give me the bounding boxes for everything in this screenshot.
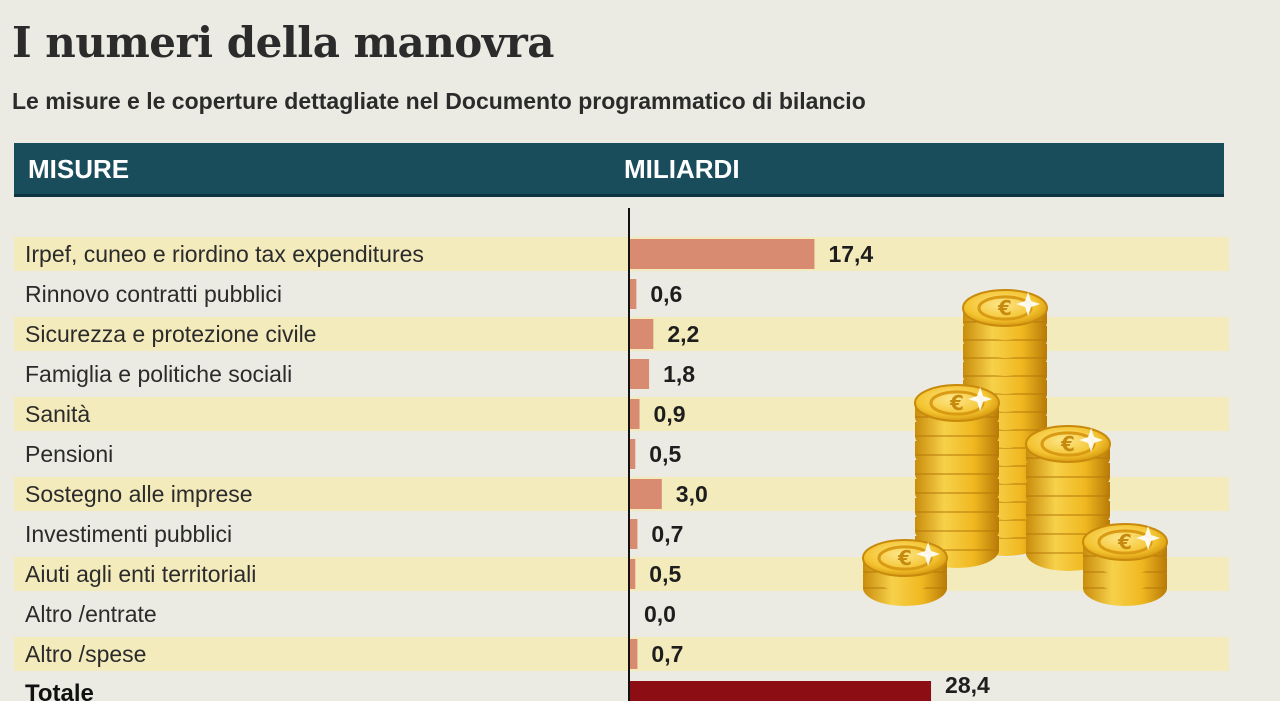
value-labels: 17,4 0,6 2,2 1,8 0,9 0,5 3,0 0,7 0,5 0,0 0,7 28,4	[644, 241, 990, 698]
value-label: 0,7	[651, 521, 683, 547]
bar	[630, 479, 662, 509]
svg-text:€: €	[1117, 530, 1132, 554]
svg-text:€: €	[897, 546, 912, 570]
svg-text:€: €	[997, 296, 1012, 320]
total-label: Totale	[25, 680, 94, 701]
category-label: Pensioni	[25, 441, 113, 467]
category-label: Sostegno alle imprese	[25, 481, 253, 507]
value-label: 3,0	[676, 481, 708, 507]
row-stripe	[14, 557, 1229, 591]
category-label: Sicurezza e protezione civile	[25, 321, 316, 347]
row-stripe	[14, 637, 1229, 671]
category-label: Rinnovo contratti pubblici	[25, 281, 282, 307]
value-label: 2,2	[667, 321, 699, 347]
svg-text:€: €	[1060, 432, 1075, 456]
row-stripes	[14, 237, 1229, 671]
bar	[630, 559, 636, 589]
column-header-billions: MILIARDI	[624, 154, 740, 184]
page-title: I numeri della manovra	[12, 18, 555, 67]
category-label: Altro /entrate	[25, 601, 157, 627]
category-label: Famiglia e politiche sociali	[25, 361, 292, 387]
bar	[630, 279, 637, 309]
category-label: Investimenti pubblici	[25, 521, 232, 547]
column-header-measures: MISURE	[28, 154, 130, 184]
bar	[630, 319, 654, 349]
value-label: 0,5	[649, 561, 681, 587]
gold-coins-stack-icon: € € € € €	[862, 289, 1168, 606]
bar	[630, 639, 638, 669]
value-label: 0,0	[644, 601, 676, 627]
category-label: Altro /spese	[25, 641, 146, 667]
value-label: 0,9	[654, 401, 686, 427]
category-label: Aiuti agli enti territoriali	[25, 561, 256, 587]
total-bar	[630, 681, 932, 701]
total-value-label: 28,4	[945, 672, 990, 698]
bar	[630, 439, 636, 469]
value-label: 17,4	[828, 241, 873, 267]
value-label: 1,8	[663, 361, 695, 387]
value-label: 0,6	[650, 281, 682, 307]
category-label: Sanità	[25, 401, 90, 427]
bar	[630, 519, 638, 549]
svg-text:€: €	[949, 391, 964, 415]
bars	[630, 239, 932, 701]
bar	[630, 359, 650, 389]
value-label: 0,7	[651, 641, 683, 667]
bar	[630, 399, 640, 429]
category-labels: Irpef, cuneo e riordino tax expenditures…	[25, 241, 424, 701]
table-header: MISURE MILIARDI	[14, 143, 1224, 197]
bar	[630, 239, 815, 269]
category-label: Irpef, cuneo e riordino tax expenditures	[25, 241, 424, 267]
row-stripe	[14, 237, 1229, 271]
value-label: 0,5	[649, 441, 681, 467]
page-subtitle: Le misure e le coperture dettagliate nel…	[12, 88, 866, 114]
